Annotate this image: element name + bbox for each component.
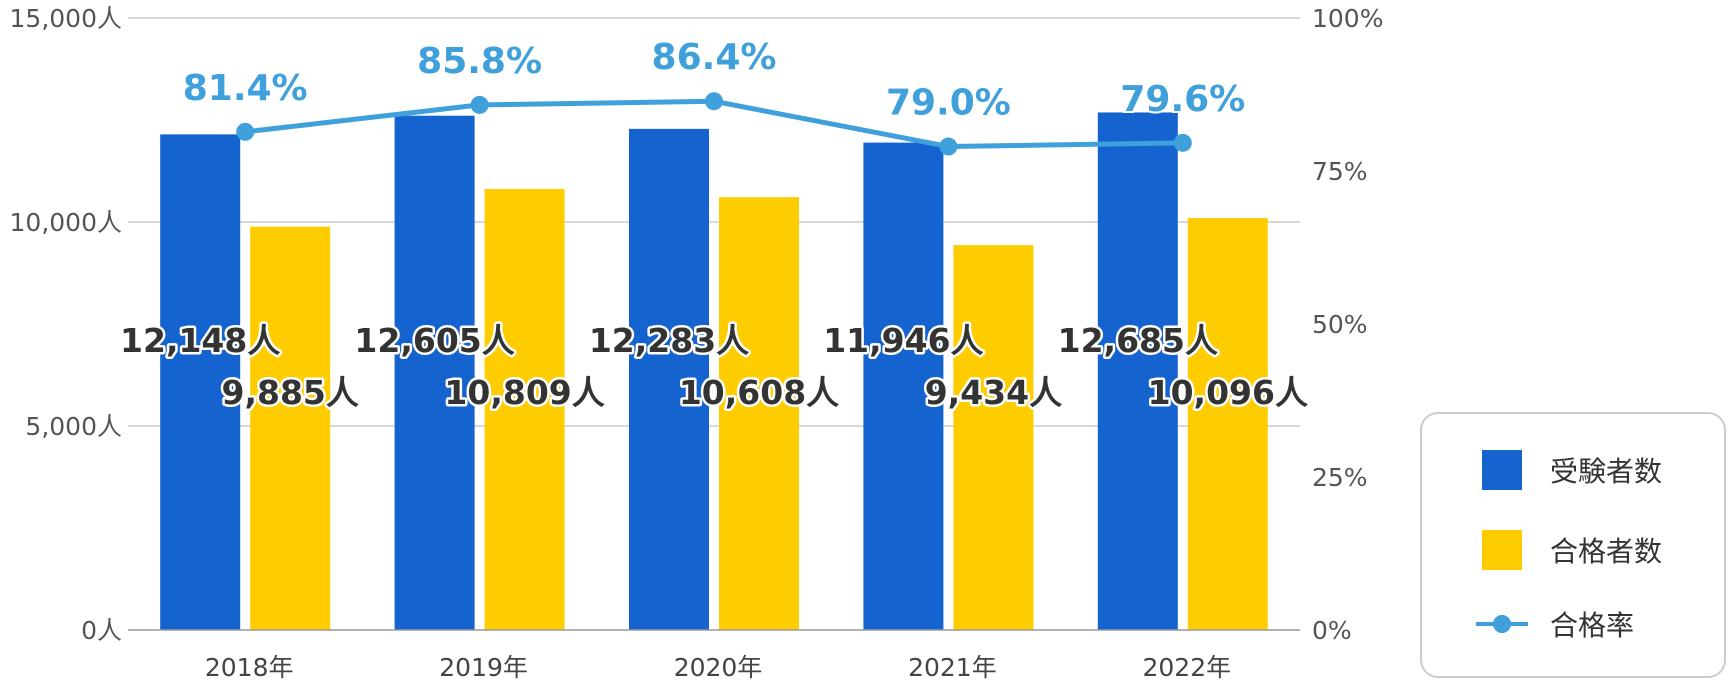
rate-data-label: 79.6% (1120, 79, 1245, 120)
examinees-data-label: 12,283人 (589, 321, 749, 360)
legend-swatch-examinees (1482, 450, 1522, 490)
x-tick-label: 2022年 (1142, 653, 1231, 682)
rate-point (470, 95, 489, 114)
passers-data-label: 9,885人 (222, 373, 359, 412)
legend: 受験者数 合格者数 合格率 (1420, 412, 1726, 678)
examinees-data-label: 12,605人 (354, 321, 514, 360)
rate-data-label: 81.4% (183, 68, 308, 109)
legend-label-rate: 合格率 (1550, 609, 1635, 642)
bar-passers (953, 245, 1034, 630)
x-tick-label: 2020年 (674, 653, 763, 682)
y-right-tick-label: 100% (1312, 4, 1383, 33)
axes: 0人 5,000人 10,000人 15,000人 0% 25% 50% 75% 100% 201… (10, 4, 1384, 682)
rate-data-label: 79.0% (886, 83, 1011, 124)
passers-data-label: 10,608人 (679, 373, 839, 412)
passers-data-label: 10,809人 (444, 373, 604, 412)
legend-swatch-passers (1482, 530, 1522, 570)
rate-point (705, 92, 723, 111)
y-right-tick-label: 25% (1312, 463, 1368, 492)
legend-item-rate: 合格率 (1476, 604, 1635, 644)
y-right-tick-label: 0% (1312, 616, 1352, 645)
bar-examinees (629, 128, 709, 630)
passers-data-label: 9,434人 (925, 373, 1062, 412)
rate-line-series (236, 92, 1192, 156)
legend-label-examinees: 受験者数 (1550, 455, 1663, 488)
examinees-data-label: 11,946人 (823, 321, 983, 360)
rate-data-label: 86.4% (652, 37, 777, 78)
y-right-tick-label: 75% (1312, 157, 1368, 186)
rate-point (939, 137, 958, 156)
legend-line-marker-icon (1476, 604, 1528, 644)
bars (160, 112, 1268, 631)
y-right-tick-label: 50% (1312, 310, 1368, 339)
y-left-tick-label: 10,000人 (10, 208, 122, 237)
rate-point (236, 122, 255, 141)
bar-examinees (394, 115, 475, 630)
legend-item-passers: 合格者数 (1482, 530, 1662, 570)
y-left-tick-label: 0人 (81, 616, 122, 645)
bar-passers (484, 188, 565, 630)
bar-examinees (863, 142, 944, 630)
x-tick-label: 2021年 (908, 653, 997, 682)
bar-passers (1187, 218, 1268, 631)
x-tick-label: 2018年 (205, 653, 294, 682)
bar-examinees (160, 134, 241, 630)
rate-data-label: 85.8% (417, 41, 542, 82)
bar-passers (250, 226, 331, 630)
data-labels: 81.4% 85.8% 86.4% 79.0% 79.6% 12,148人 9,885人 12… (118, 35, 1311, 414)
passers-data-label: 10,096人 (1148, 373, 1308, 412)
legend-label-passers: 合格者数 (1550, 535, 1663, 568)
x-tick-label: 2019年 (439, 653, 528, 682)
legend-item-examinees: 受験者数 (1482, 450, 1662, 490)
rate-point (1173, 133, 1192, 152)
bar-examinees (1097, 112, 1178, 630)
y-left-tick-label: 15,000人 (10, 4, 122, 33)
y-left-tick-label: 5,000人 (25, 412, 122, 441)
examinees-data-label: 12,685人 (1058, 321, 1218, 360)
bar-passers (719, 197, 799, 630)
examinees-data-label: 12,148人 (120, 321, 280, 360)
